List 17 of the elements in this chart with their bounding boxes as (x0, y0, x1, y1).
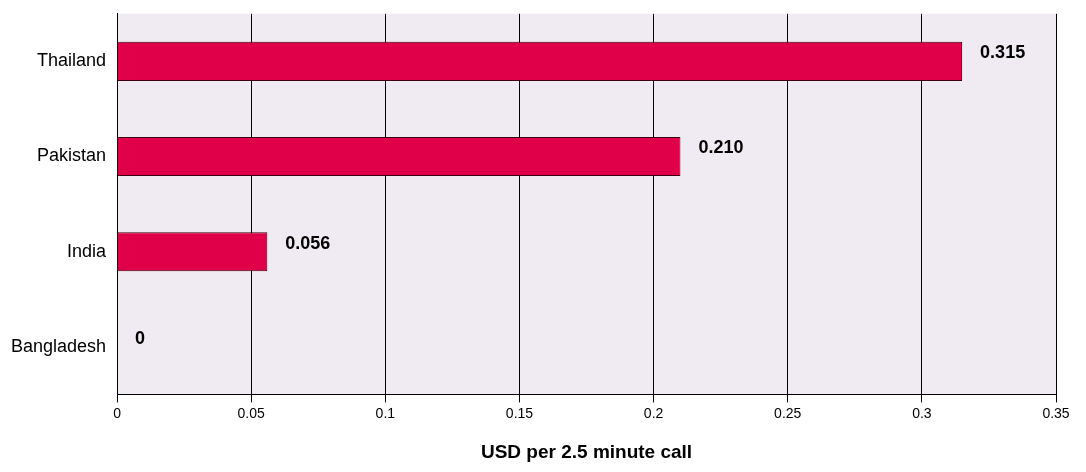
data-label: 0.210 (698, 137, 744, 158)
y-tick-label: India (67, 240, 108, 261)
x-tick-label: 0.35 (1042, 404, 1070, 421)
y-tick-label: Pakistan (37, 145, 107, 166)
data-label: 0.056 (285, 232, 331, 253)
x-tick-label: 0 (113, 404, 122, 421)
data-label: 0 (135, 327, 146, 348)
y-tick-label: Bangladesh (10, 335, 107, 356)
x-tick-label: 0.2 (643, 404, 664, 421)
y-tick-label: Thailand (37, 50, 107, 71)
x-tick-label: 0.1 (375, 404, 396, 421)
x-tick-label: 0.3 (912, 404, 932, 421)
x-tick-label: 0.25 (774, 404, 802, 421)
x-axis-title: USD per 2.5 minute call (480, 440, 693, 462)
x-tick-label: 0.15 (505, 404, 534, 421)
data-label: 0.315 (980, 42, 1026, 63)
x-tick-label: 0.05 (237, 404, 266, 421)
